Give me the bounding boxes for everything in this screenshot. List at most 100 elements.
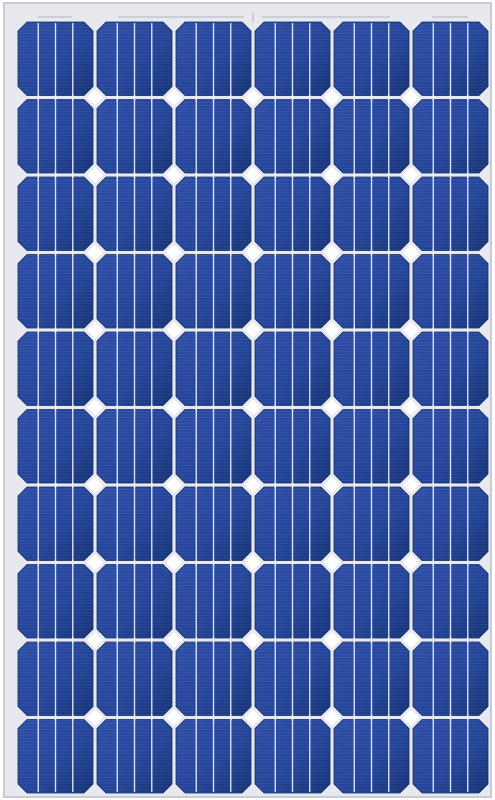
solar-cell (175, 99, 252, 174)
solar-cell (333, 564, 410, 639)
solar-cell (96, 99, 173, 174)
corner-gap (324, 322, 340, 338)
corner-gap (245, 632, 261, 648)
solar-cell (333, 99, 410, 174)
solar-cell (17, 409, 94, 484)
solar-cell (254, 719, 331, 794)
solar-cell (254, 21, 331, 96)
corner-gap (166, 322, 182, 338)
solar-cell (175, 21, 252, 96)
solar-cell (333, 641, 410, 716)
corner-gap (166, 709, 182, 726)
solar-cell (96, 331, 173, 406)
solar-cell (17, 21, 94, 96)
solar-cell (17, 176, 94, 251)
solar-cell (175, 331, 252, 406)
solar-cell (333, 21, 410, 96)
corner-gap (87, 477, 103, 493)
solar-cell (17, 486, 94, 561)
solar-cell (96, 486, 173, 561)
corner-gap (87, 399, 103, 416)
corner-gap (245, 244, 261, 261)
corner-gap (87, 554, 103, 571)
solar-cell (412, 99, 489, 174)
corner-gap (403, 89, 419, 106)
corner-gap (245, 554, 261, 571)
corner-gap (403, 632, 419, 648)
solar-cell (412, 254, 489, 329)
solar-cell (333, 176, 410, 251)
solar-cell (412, 486, 489, 561)
solar-cell (412, 331, 489, 406)
solar-cell (333, 254, 410, 329)
solar-cell (412, 21, 489, 96)
corner-gap (324, 89, 340, 106)
solar-cell (17, 641, 94, 716)
corner-gap (87, 632, 103, 648)
corner-gap (403, 244, 419, 261)
solar-cell (17, 719, 94, 794)
corner-gap (245, 89, 261, 106)
corner-gap (403, 322, 419, 338)
corner-gap (324, 477, 340, 493)
corner-gap (403, 399, 419, 416)
corner-gap (166, 632, 182, 648)
corner-gap (324, 709, 340, 726)
corner-gap (87, 709, 103, 726)
corner-gap (403, 709, 419, 726)
solar-cell (333, 409, 410, 484)
solar-cell (175, 176, 252, 251)
corner-gap (166, 89, 182, 106)
solar-cell (17, 564, 94, 639)
solar-cell (254, 486, 331, 561)
corner-gap (245, 322, 261, 338)
solar-cell (96, 719, 173, 794)
corner-gap (324, 167, 340, 183)
corner-gap (245, 477, 261, 493)
corner-gap (166, 554, 182, 571)
solar-cell (254, 641, 331, 716)
solar-cell (96, 21, 173, 96)
solar-cell (175, 254, 252, 329)
solar-cell (254, 176, 331, 251)
corner-gap (324, 554, 340, 571)
corner-gap (245, 167, 261, 183)
solar-cell (17, 331, 94, 406)
solar-cell (175, 719, 252, 794)
solar-cell (96, 254, 173, 329)
solar-cell (333, 719, 410, 794)
corner-gap (166, 167, 182, 183)
solar-cell (254, 564, 331, 639)
solar-cell (333, 331, 410, 406)
solar-cell (412, 409, 489, 484)
solar-cell (412, 719, 489, 794)
solar-cell (96, 641, 173, 716)
corner-gap (403, 167, 419, 183)
corner-gap (324, 632, 340, 648)
solar-cell (254, 331, 331, 406)
solar-cell (412, 176, 489, 251)
solar-cell (96, 564, 173, 639)
solar-cell (254, 409, 331, 484)
solar-cell (175, 564, 252, 639)
solar-cell (175, 409, 252, 484)
corner-gap (403, 554, 419, 571)
corner-gap (87, 167, 103, 183)
corner-gap (87, 322, 103, 338)
corner-gap (324, 244, 340, 261)
solar-cell (96, 176, 173, 251)
solar-cell (17, 254, 94, 329)
solar-cell (254, 254, 331, 329)
corner-gap (166, 477, 182, 493)
solar-cell (96, 409, 173, 484)
solar-cell (17, 99, 94, 174)
solar-cell (254, 99, 331, 174)
solar-cell (175, 486, 252, 561)
corner-gap (403, 477, 419, 493)
corner-gap (87, 244, 103, 261)
corner-gap (166, 399, 182, 416)
corner-gap (245, 399, 261, 416)
solar-cell (412, 641, 489, 716)
corner-gap (245, 709, 261, 726)
